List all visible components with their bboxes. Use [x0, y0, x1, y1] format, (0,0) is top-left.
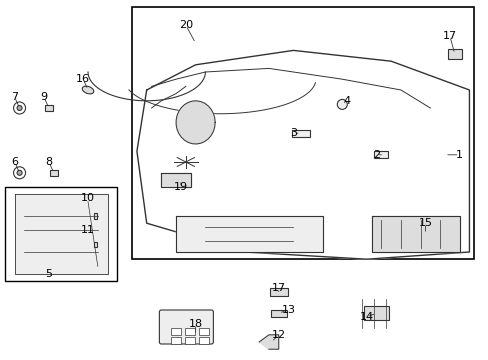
Bar: [5, 187, 117, 281]
Text: 14: 14: [359, 312, 373, 322]
Bar: [171, 337, 181, 344]
Text: 16: 16: [76, 74, 90, 84]
Circle shape: [14, 102, 25, 114]
Polygon shape: [176, 101, 215, 144]
Polygon shape: [259, 335, 278, 349]
Bar: [50, 170, 58, 176]
Polygon shape: [137, 50, 468, 259]
Bar: [185, 337, 195, 344]
Text: 17: 17: [271, 283, 285, 293]
Circle shape: [17, 170, 22, 175]
Text: 15: 15: [418, 218, 431, 228]
Text: 20: 20: [179, 20, 192, 30]
Text: 9: 9: [41, 92, 47, 102]
Text: 19: 19: [174, 182, 187, 192]
Text: 18: 18: [188, 319, 202, 329]
Polygon shape: [176, 216, 322, 252]
Text: 1: 1: [455, 150, 462, 160]
Bar: [447, 49, 461, 59]
Circle shape: [17, 105, 22, 111]
Text: 7: 7: [11, 92, 18, 102]
Bar: [132, 7, 473, 259]
FancyBboxPatch shape: [159, 310, 213, 344]
Circle shape: [14, 167, 25, 179]
Text: 5: 5: [45, 269, 52, 279]
Text: 8: 8: [45, 157, 52, 167]
Polygon shape: [15, 194, 107, 274]
Bar: [94, 242, 97, 247]
Bar: [199, 328, 209, 335]
Polygon shape: [371, 216, 459, 252]
Ellipse shape: [82, 86, 94, 94]
Text: 10: 10: [81, 193, 95, 203]
Bar: [171, 328, 181, 335]
Bar: [199, 337, 209, 344]
Bar: [270, 310, 286, 317]
Bar: [45, 105, 53, 111]
Polygon shape: [161, 173, 190, 187]
Bar: [185, 328, 195, 335]
Text: 2: 2: [372, 150, 379, 160]
Text: 12: 12: [271, 330, 285, 340]
Text: 13: 13: [281, 305, 295, 315]
Bar: [291, 130, 309, 137]
Bar: [374, 151, 387, 158]
Bar: [363, 306, 388, 320]
Text: 6: 6: [11, 157, 18, 167]
Text: 17: 17: [442, 31, 456, 41]
Circle shape: [337, 99, 346, 109]
Bar: [269, 288, 287, 296]
Bar: [94, 213, 97, 219]
Text: 3: 3: [289, 128, 296, 138]
Text: 4: 4: [343, 96, 350, 106]
Text: 11: 11: [81, 225, 95, 235]
